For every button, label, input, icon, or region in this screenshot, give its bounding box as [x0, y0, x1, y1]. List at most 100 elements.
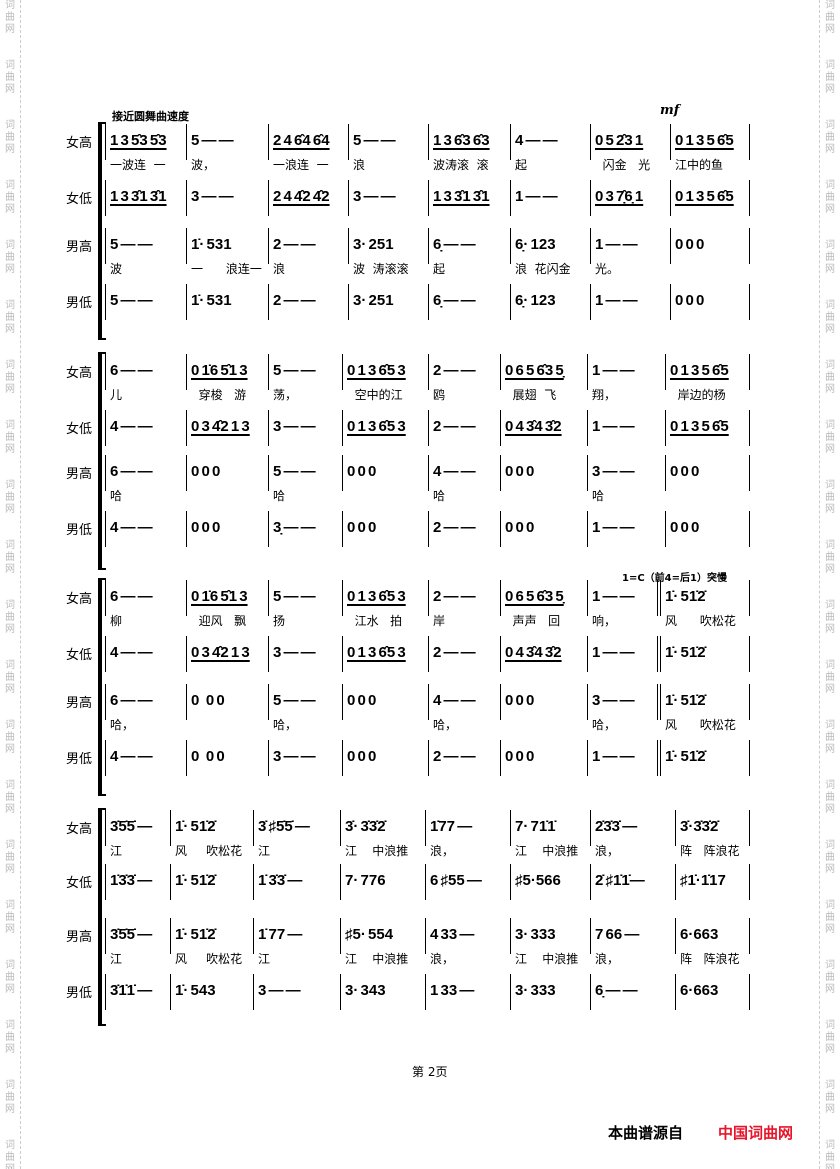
measure-notes: 1 33 — — [430, 982, 475, 999]
measure: 3· 333 江 中浪推 — [510, 918, 590, 966]
lyric: 江中的鱼 — [675, 158, 724, 172]
measure: 0 1 3 5 6̂5 江中的鱼 — [670, 124, 750, 172]
measure-notes: 5 — — — [273, 463, 316, 480]
measure-notes: 3̇5̇5̇ — — [110, 818, 153, 835]
watermark-text: 词 曲 网 — [5, 1020, 15, 1055]
measure-notes: 3̇ ♯5̇5̇ — — [258, 818, 310, 835]
watermark-text: 词 曲 网 — [5, 660, 15, 695]
measure: 0 1 3 6̂5 3 — [342, 410, 428, 446]
measure-notes: 5 — — — [273, 588, 316, 605]
measure: 1̇· 51̇2̇ — [170, 864, 253, 900]
measure-notes: 1̇· 51̇2̇ — [665, 588, 706, 605]
lyric: 江 中浪推 — [515, 844, 579, 858]
measure-notes: 0 0 0 — [191, 692, 225, 709]
measure: 0 0 0 — [500, 511, 587, 547]
measure-notes: 3 — — — [592, 692, 635, 709]
measure-notes: 5 — — — [353, 132, 396, 149]
measure-notes: 2̇ ♯1̇1̇— — [595, 872, 645, 889]
score-system: 女高 3̇5̇5̇ — 江 1̇· 51̇2̇ 风 吹松花 3̇ ♯5̇5̇ — 江 3̇· … — [60, 808, 760, 1026]
measure-notes: 1 3 6̂3 6̂3 — [433, 132, 490, 149]
measure: 2̇3̇3̇ — 浪， — [590, 810, 675, 858]
measure: 0 0 0 — [186, 455, 268, 491]
watermark-text: 词 曲 网 — [5, 60, 15, 95]
measure-notes: 0 3 4̂2 1 3 — [191, 418, 250, 435]
measure-notes: 0 3 4̂2 1 3 — [191, 644, 250, 661]
measure-notes: 0 3 7̣̂6̣ 1 — [595, 188, 644, 205]
measure-notes: 1̇· 51̇2̇ — [665, 748, 706, 765]
measure: 5 — — 哈 — [268, 455, 342, 503]
measure: 0 1 3 6̂5 3 空中的江 — [342, 354, 428, 402]
measure: 0 0 0 — [342, 684, 428, 720]
measure: 4 — — 哈， — [428, 684, 500, 732]
measure: 0 6 5 6̂3 5̣ 展翅 飞 — [500, 354, 587, 402]
measure: 5 — — 波 — [105, 228, 186, 276]
lyric: 浪， — [595, 844, 620, 858]
measure: 3· 343 — [340, 974, 425, 1010]
measure: 3 — — — [268, 410, 342, 446]
measure: 1̇· 51̇2̇ 风 吹松花 — [657, 684, 750, 732]
staff-3: 男高 3̇5̇5̇ — 江 1̇· 51̇2̇ 风 吹松花 1̇ 77 — 江 ♯5· 554… — [60, 918, 760, 972]
measure-notes: 1 — — — [592, 748, 635, 765]
measure: 1 3 5̂3 5̂3 一波连 一 — [105, 124, 186, 172]
watermark-text: 词 曲 网 — [825, 420, 835, 455]
measure-notes: 1 — — — [592, 644, 635, 661]
measure: 4 — — — [105, 410, 186, 446]
measure: 2 4 6̂4 6̂4 一浪连 一 — [268, 124, 348, 172]
measure: 0 1 3 6̂5 3 — [342, 636, 428, 672]
measure: 4 33 — 浪， — [425, 918, 510, 966]
measure: 1 — — — [590, 284, 670, 320]
lyric: 哈， — [592, 718, 617, 732]
staff-1: 女高 1 3 5̂3 5̂3 一波连 一 5 — — 波， 2 4 6̂4 6̂4 一浪连 … — [60, 124, 760, 178]
measure-notes: 1 3 3̂1 3̂1 — [110, 188, 167, 205]
measure-notes: 3 — — — [273, 644, 316, 661]
measure: 0 0 0 — [665, 455, 750, 491]
measure: 0 1 3 6̂5 3 江水 拍 — [342, 580, 428, 628]
staff-2: 女低 4 — — 0 3 4̂2 1 3 3 — — 0 1 3 6̂5 3 2 — — 0… — [60, 410, 760, 464]
measure-notes: 3̇1̇1̇ — — [110, 982, 153, 999]
measure: 3 — — — [253, 974, 340, 1010]
part-label: 女高 — [66, 366, 93, 381]
lyric: 哈 — [110, 489, 123, 503]
measure: 0 3 4̂2 1 3 — [186, 636, 268, 672]
lyric: 哈 — [273, 489, 286, 503]
measure: 0 0 0 — [670, 284, 750, 320]
watermark-text: 词 曲 网 — [5, 600, 15, 635]
measure-notes: 1 — — — [592, 362, 635, 379]
part-label: 女低 — [66, 422, 93, 437]
staff-4: 男低 4 — — 0 0 0 3̣ — — 0 0 0 2 — — 0 0 0 1 — — 0 … — [60, 511, 760, 565]
measure-notes: 3̇·3̇3̇2̇ — [680, 818, 719, 835]
score-system: 女高 6 — — 儿 0 1̇6 5̂1 3 穿梭 游 5 — — 荡， 0 1 3 6̂5… — [60, 352, 760, 570]
measure: 0 0 0 — [186, 740, 268, 776]
measure-notes: 3 — — — [191, 188, 234, 205]
watermark-text: 词 曲 网 — [5, 420, 15, 455]
measure: 3̇5̇5̇ — 江 — [105, 918, 170, 966]
lyric: 江 中浪推 — [345, 844, 409, 858]
tempo-marking: 接近圆舞曲速度 — [112, 110, 189, 123]
source-label: 本曲谱源自 — [608, 1124, 684, 1142]
measure-notes: 0 0 0 — [347, 463, 377, 480]
part-label: 男低 — [66, 296, 93, 311]
brand-link[interactable]: 中国词曲网 — [718, 1124, 794, 1142]
measure: 5 — — 扬 — [268, 580, 342, 628]
measure-notes: 0 0 0 — [505, 692, 535, 709]
measure-notes: 3 — — — [258, 982, 301, 999]
watermark-text: 词 曲 网 — [5, 960, 15, 995]
watermark-text: 词 曲 网 — [5, 1080, 15, 1115]
lyric: 波， — [191, 158, 216, 172]
measure: 6·663 — [675, 974, 750, 1010]
measure-notes: 3· 343 — [345, 982, 386, 999]
measure-notes: 2 4 6̂4 6̂4 — [273, 132, 330, 149]
staff-4: 男低 3̇1̇1̇ — 1̇· 543 3 — — 3· 343 1 33 — 3· 333… — [60, 974, 760, 1028]
measure: 0 5 2̂3 1 闪金 光 — [590, 124, 670, 172]
measure-notes: 2 — — — [433, 362, 476, 379]
dynamic-marking: mf — [660, 103, 680, 118]
page-number: 第 2页 — [412, 1065, 448, 1079]
measure: 0 1 3 5 6̂5 — [665, 410, 750, 446]
measure-notes: 0 1 3 6̂5 3 — [347, 418, 406, 435]
measure: 0 0 0 — [186, 511, 268, 547]
measure-notes: 3· 251 — [353, 236, 394, 253]
lyric: 岸边的杨 — [670, 388, 726, 402]
lyric: 江 — [258, 952, 271, 966]
watermark-text: 词 曲 网 — [825, 780, 835, 815]
measure: 2 — — — [268, 284, 348, 320]
